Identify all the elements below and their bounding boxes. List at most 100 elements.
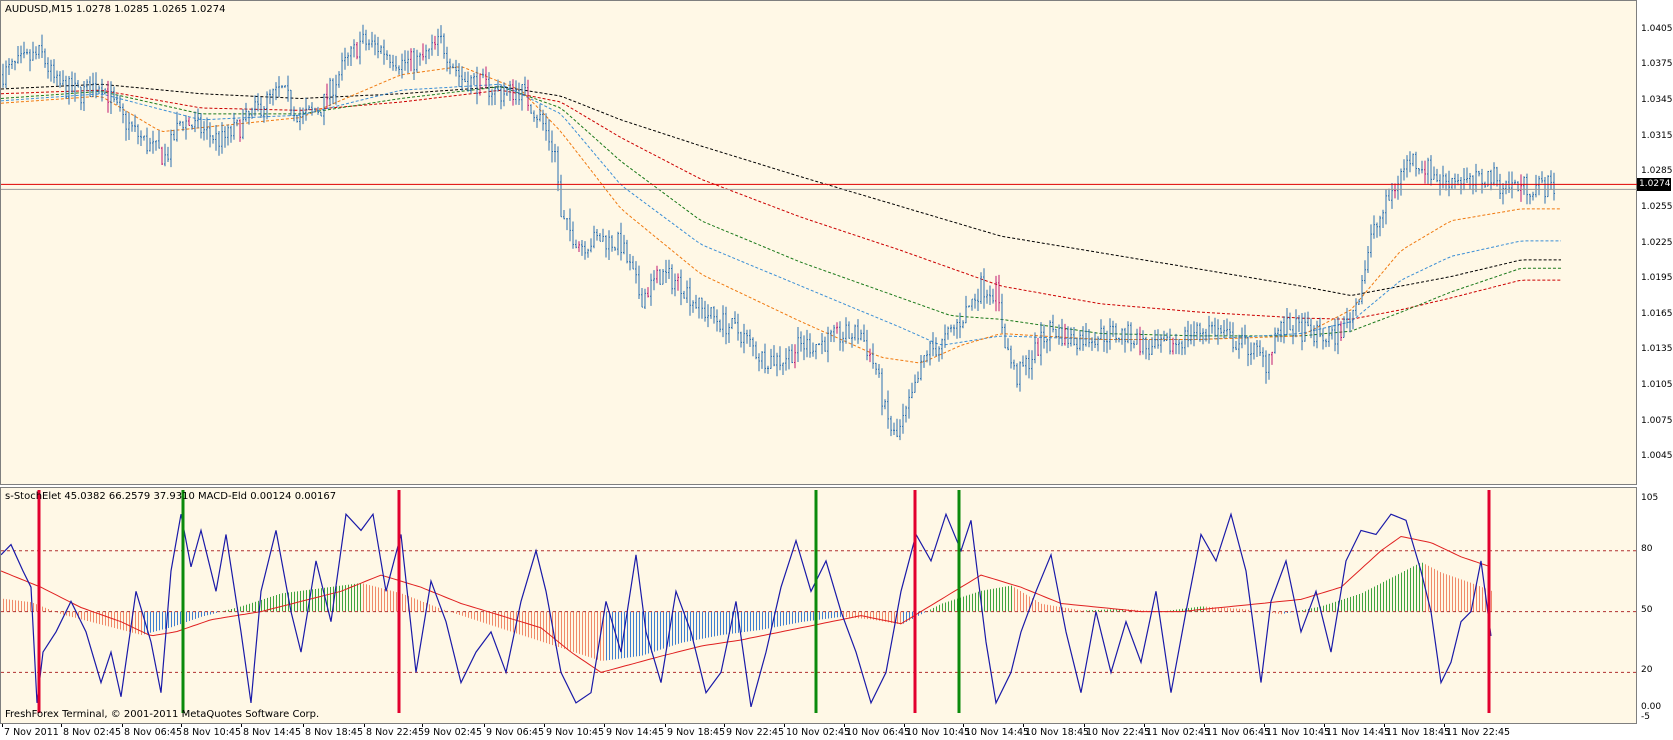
histogram-bar: [507, 611, 508, 631]
histogram-bar: [897, 611, 898, 624]
histogram-bar: [123, 611, 124, 631]
histogram-bar: [1302, 610, 1303, 612]
histogram-bar: [1005, 586, 1006, 612]
histogram-bar: [192, 611, 193, 620]
histogram-bar: [726, 611, 727, 635]
current-price-tag: 1.0274: [1637, 178, 1671, 192]
histogram-bar: [1173, 610, 1174, 612]
histogram-bar: [87, 611, 88, 621]
histogram-bar: [966, 595, 967, 612]
histogram-bar: [672, 611, 673, 646]
histogram-bar: [1335, 601, 1336, 612]
histogram-bar: [453, 611, 454, 613]
histogram-bar: [861, 611, 862, 619]
histogram-bar: [225, 610, 226, 612]
price-tick-label: 1.0375: [1641, 59, 1673, 70]
histogram-bar: [489, 611, 490, 625]
histogram-bar: [1011, 585, 1012, 612]
histogram-bar: [297, 591, 298, 612]
histogram-bar: [456, 611, 457, 614]
histogram-bar: [159, 611, 160, 631]
time-tick-label: 8 Nov 02:45: [63, 727, 122, 738]
time-tick: [2, 724, 3, 727]
histogram-bar: [549, 611, 550, 645]
price-axis[interactable]: 1.0274 1.0405 1.0375 1.0345 1.0315 1.0285 1.0…: [1637, 0, 1673, 724]
histogram-bar: [198, 611, 199, 618]
histogram-bar: [1326, 604, 1327, 612]
histogram-bar: [834, 611, 835, 618]
histogram-bar: [429, 604, 430, 612]
histogram-bar: [1113, 609, 1114, 612]
histogram-bar: [591, 611, 592, 658]
histogram-bar: [993, 588, 994, 612]
histogram-bar: [378, 587, 379, 612]
histogram-bar: [369, 585, 370, 612]
histogram-bar: [357, 583, 358, 612]
price-tick-label: 1.0045: [1641, 451, 1673, 462]
histogram-bar: [111, 611, 112, 628]
histogram-bar: [1266, 611, 1267, 613]
histogram-bar: [33, 603, 34, 612]
histogram-bar: [54, 611, 55, 612]
histogram-bar: [1482, 587, 1483, 612]
histogram-bar: [216, 611, 217, 613]
histogram-bar: [666, 611, 667, 648]
histogram-bar: [375, 586, 376, 612]
price-chart-pane[interactable]: AUDUSD,M15 1.0278 1.0285 1.0265 1.0274: [0, 0, 1638, 485]
histogram-bar: [414, 598, 415, 612]
price-tick-label: 1.0315: [1641, 130, 1673, 141]
time-axis[interactable]: 7 Nov 2011 8 Nov 02:45 8 Nov 06:45 8 Nov 10…: [0, 724, 1673, 740]
histogram-bar: [156, 611, 157, 632]
histogram-bar: [762, 611, 763, 630]
histogram-bar: [1140, 610, 1141, 612]
time-tick: [484, 724, 485, 727]
histogram-bar: [270, 596, 271, 612]
histogram-bar: [1350, 596, 1351, 612]
histogram-bar: [1287, 611, 1288, 613]
histogram-bar: [1479, 586, 1480, 612]
histogram-bar: [687, 611, 688, 642]
histogram-bar: [1401, 572, 1402, 612]
indicator-level-label: 105: [1641, 493, 1659, 503]
price-tick-label: 1.0075: [1641, 415, 1673, 426]
histogram-bar: [210, 611, 211, 615]
histogram-bar: [345, 585, 346, 612]
histogram-bar: [48, 609, 49, 612]
histogram-bar: [693, 611, 694, 641]
histogram-bar: [663, 611, 664, 649]
histogram-bar: [498, 611, 499, 628]
histogram-bar: [93, 611, 94, 623]
price-tick-label: 1.0285: [1641, 166, 1673, 177]
histogram-bar: [537, 611, 538, 641]
histogram-bar: [924, 611, 925, 613]
histogram-bar: [1341, 599, 1342, 612]
histogram-bar: [273, 596, 274, 612]
time-tick: [122, 724, 123, 727]
histogram-bar: [792, 611, 793, 624]
histogram-bar: [1485, 588, 1486, 612]
price-tick-label: 1.0405: [1641, 23, 1673, 34]
histogram-bar: [102, 611, 103, 625]
histogram-bar: [285, 592, 286, 612]
histogram-bar: [951, 600, 952, 612]
histogram-bar: [1194, 607, 1195, 612]
histogram-bar: [543, 611, 544, 643]
histogram-bar: [1176, 609, 1177, 612]
time-tick-label: 9 Nov 14:45: [606, 727, 665, 738]
histogram-bar: [702, 611, 703, 639]
histogram-bar: [1101, 609, 1102, 612]
histogram-bar: [948, 601, 949, 612]
histogram-bar: [1452, 576, 1453, 612]
time-tick-label: 9 Nov 22:45: [726, 727, 785, 738]
histogram-bar: [135, 611, 136, 634]
histogram-bar: [1314, 607, 1315, 612]
histogram-bar: [1233, 608, 1234, 612]
indicator-pane[interactable]: s-StochElet 45.0382 66.2579 37.9310 MACD…: [0, 487, 1638, 724]
histogram-bar: [138, 611, 139, 635]
histogram-bar: [930, 609, 931, 612]
histogram-bar: [402, 593, 403, 612]
histogram-bar: [627, 611, 628, 658]
histogram-bar: [1002, 587, 1003, 612]
histogram-bar: [756, 611, 757, 631]
histogram-bar: [1242, 609, 1243, 612]
